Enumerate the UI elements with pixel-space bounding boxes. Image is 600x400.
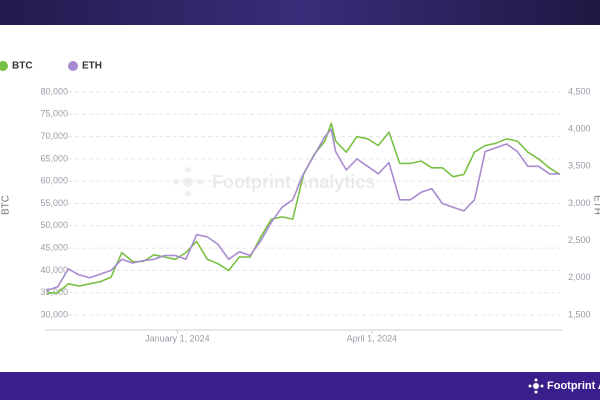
y-tick-label: 40,000 <box>40 265 68 275</box>
y-tick-label: 80,000 <box>40 86 68 96</box>
y2-tick-label: 2,500 <box>568 235 591 245</box>
y-tick-label: 75,000 <box>40 109 68 119</box>
watermark <box>173 167 203 197</box>
y-tick-label: 60,000 <box>40 176 68 186</box>
top-band <box>0 0 600 25</box>
y2-tick-label: 1,500 <box>568 309 591 319</box>
legend-label: BTC <box>12 61 33 72</box>
y2-tick-label: 2,000 <box>568 272 591 282</box>
y2-tick-label: 4,000 <box>568 124 591 134</box>
x-tick-label: April 1, 2024 <box>347 333 398 343</box>
x-tick-label: January 1, 2024 <box>145 333 210 343</box>
y-tick-label: 50,000 <box>40 220 68 230</box>
y-tick-label: 65,000 <box>40 153 68 163</box>
footer-logo <box>528 378 544 394</box>
y2-axis-title: ETH <box>591 195 600 215</box>
legend-label: ETH <box>82 61 102 72</box>
y-tick-label: 70,000 <box>40 131 68 141</box>
y2-tick-label: 3,000 <box>568 198 591 208</box>
y-tick-label: 55,000 <box>40 198 68 208</box>
watermark-text: Footprint Analytics <box>212 172 375 192</box>
y-tick-label: 30,000 <box>40 309 68 319</box>
footer-band <box>0 372 600 400</box>
y-axis-title: BTC <box>1 195 12 215</box>
legend-dot <box>0 61 8 71</box>
y2-tick-label: 3,500 <box>568 161 591 171</box>
footer-text: Footprint Analytics <box>547 380 600 392</box>
legend-dot <box>68 61 78 71</box>
y-tick-label: 45,000 <box>40 242 68 252</box>
series-line <box>46 128 560 292</box>
y2-tick-label: 4,500 <box>568 86 591 96</box>
